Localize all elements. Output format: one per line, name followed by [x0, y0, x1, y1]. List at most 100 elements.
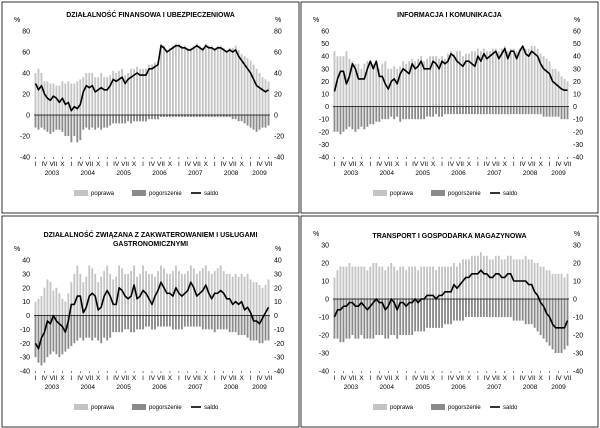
bar-poprawa — [548, 270, 551, 299]
legend-swatch-pogorszenie — [431, 190, 445, 196]
bar-pogorszenie — [103, 115, 106, 128]
bar-poprawa — [103, 77, 106, 115]
bar-pogorszenie — [557, 106, 560, 117]
bar-poprawa — [228, 273, 231, 316]
bar-poprawa — [378, 68, 381, 107]
bar-pogorszenie — [405, 299, 408, 335]
bar-pogorszenie — [267, 115, 270, 126]
x-tick-label: VII — [265, 161, 273, 168]
y-tick-label-right: 40 — [274, 71, 282, 78]
bar-poprawa — [557, 71, 560, 107]
bar-poprawa — [186, 47, 189, 115]
y-unit-right: % — [574, 231, 580, 238]
bar-poprawa — [237, 276, 240, 316]
y-tick-label-left: -40 — [20, 369, 30, 376]
bar-poprawa — [70, 282, 73, 316]
bar-pogorszenie — [524, 106, 527, 115]
chart-title: INFORMACJA I KOMUNIKACJA — [397, 12, 502, 19]
x-tick-label: VII — [348, 375, 356, 382]
x-tick-label: VII — [420, 375, 428, 382]
bar-pogorszenie — [515, 106, 518, 115]
bar-pogorszenie — [34, 115, 37, 128]
x-tick-label: X — [96, 375, 101, 382]
x-tick-label: VII — [564, 375, 572, 382]
bar-poprawa — [372, 263, 375, 299]
bar-poprawa — [536, 48, 539, 107]
y-tick-label-right: 80 — [274, 29, 282, 36]
x-year-label: 2009 — [551, 170, 566, 177]
chart-panel-ict: INFORMACJA I KOMUNIKACJA%% -40 -40 -30 -30 -2… — [300, 1, 599, 214]
bar-poprawa — [336, 270, 339, 299]
bar-poprawa — [450, 266, 452, 299]
x-tick-label: VII — [157, 161, 165, 168]
x-tick-label: IV — [149, 161, 156, 168]
bar-pogorszenie — [213, 115, 216, 118]
bar-pogorszenie — [177, 115, 180, 118]
bar-pogorszenie — [121, 315, 124, 333]
bar-poprawa — [435, 270, 437, 299]
bar-pogorszenie — [267, 315, 270, 341]
x-tick-label: VII — [157, 375, 165, 382]
bar-pogorszenie — [255, 315, 258, 341]
bar-poprawa — [488, 259, 491, 299]
bar-poprawa — [127, 73, 130, 115]
bar-pogorszenie — [357, 299, 360, 339]
bar-pogorszenie — [423, 106, 426, 120]
bar-poprawa — [73, 273, 76, 316]
bar-poprawa — [551, 68, 554, 107]
bar-pogorszenie — [348, 106, 351, 127]
bar-pogorszenie — [560, 106, 563, 120]
bar-pogorszenie — [166, 115, 168, 118]
x-year-label: 2003 — [45, 384, 60, 391]
bar-poprawa — [115, 73, 118, 115]
y-tick-label-right: -20 — [573, 333, 583, 340]
x-tick-label: IV — [340, 375, 347, 382]
bar-pogorszenie — [360, 299, 363, 335]
bar-poprawa — [168, 47, 171, 115]
bar-pogorszenie — [417, 106, 420, 120]
x-tick-label: I — [106, 375, 108, 382]
bar-poprawa — [115, 276, 118, 316]
y-tick-label-right: -40 — [274, 155, 284, 162]
bar-pogorszenie — [518, 106, 521, 115]
x-tick-label: VII — [121, 375, 129, 382]
bar-poprawa — [509, 48, 512, 107]
y-unit-left: % — [14, 246, 20, 253]
line-saldo — [34, 281, 270, 350]
bar-poprawa — [154, 62, 156, 115]
bar-poprawa — [482, 255, 485, 299]
bar-poprawa — [441, 266, 443, 299]
bar-poprawa — [46, 279, 49, 316]
bar-pogorszenie — [55, 315, 58, 355]
bar-pogorszenie — [61, 315, 64, 355]
x-tick-label: I — [549, 161, 551, 168]
bar-poprawa — [91, 73, 94, 115]
bar-pogorszenie — [91, 315, 94, 341]
x-tick-label: I — [142, 161, 144, 168]
bar-poprawa — [82, 77, 85, 115]
x-tick-label: X — [467, 161, 472, 168]
bar-pogorszenie — [432, 106, 435, 117]
bar-pogorszenie — [497, 106, 500, 115]
x-tick-label: X — [204, 161, 209, 168]
bar-poprawa — [423, 266, 426, 299]
bar-pogorszenie — [488, 299, 491, 317]
y-tick-label-left: -40 — [319, 155, 329, 162]
bar-pogorszenie — [85, 115, 88, 128]
bar-pogorszenie — [186, 115, 189, 118]
bar-pogorszenie — [566, 106, 569, 120]
bar-pogorszenie — [539, 106, 542, 115]
bar-poprawa — [174, 265, 177, 316]
bar-pogorszenie — [467, 106, 470, 115]
bar-pogorszenie — [473, 106, 476, 115]
y-tick-label-left: -40 — [319, 369, 329, 376]
bar-pogorszenie — [222, 115, 225, 118]
y-tick-label-right: -40 — [573, 369, 583, 376]
bar-pogorszenie — [100, 315, 103, 344]
bar-pogorszenie — [228, 315, 231, 333]
bar-pogorszenie — [459, 299, 461, 321]
bar-poprawa — [88, 265, 91, 316]
y-tick-label-right: -20 — [274, 134, 284, 141]
bar-poprawa — [441, 56, 443, 107]
bar-pogorszenie — [363, 299, 366, 339]
